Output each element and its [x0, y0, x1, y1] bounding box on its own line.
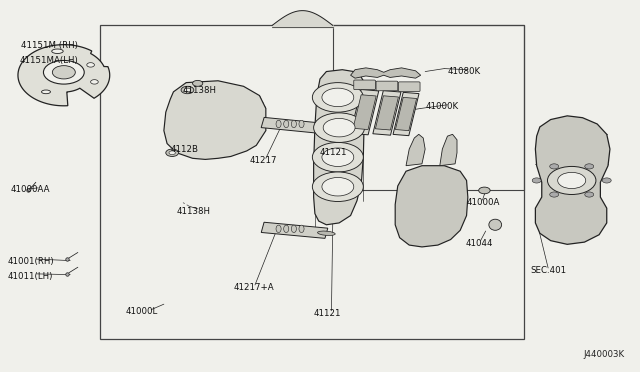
Circle shape	[52, 65, 76, 79]
Circle shape	[166, 149, 179, 157]
Text: 41217+A: 41217+A	[234, 283, 275, 292]
Circle shape	[169, 151, 175, 155]
Circle shape	[44, 61, 84, 84]
Text: 41044: 41044	[465, 239, 493, 248]
Circle shape	[532, 178, 541, 183]
Circle shape	[585, 192, 594, 197]
Text: 41000K: 41000K	[425, 102, 458, 111]
Text: 41151M (RH): 41151M (RH)	[20, 41, 77, 50]
Circle shape	[550, 164, 559, 169]
Circle shape	[322, 88, 354, 107]
FancyBboxPatch shape	[376, 81, 397, 91]
Polygon shape	[164, 81, 266, 160]
Polygon shape	[373, 91, 401, 135]
Polygon shape	[396, 97, 417, 131]
Polygon shape	[395, 166, 468, 247]
Text: 41001(RH): 41001(RH)	[8, 257, 54, 266]
Text: 41000L: 41000L	[125, 307, 158, 316]
Circle shape	[323, 118, 355, 137]
Polygon shape	[376, 96, 399, 130]
Circle shape	[181, 86, 194, 94]
Text: 41217: 41217	[250, 155, 277, 165]
Polygon shape	[393, 92, 419, 136]
Circle shape	[312, 142, 364, 172]
Ellipse shape	[276, 120, 281, 128]
Circle shape	[184, 88, 191, 92]
Ellipse shape	[291, 120, 296, 128]
Text: 41000A: 41000A	[467, 198, 500, 207]
Circle shape	[91, 80, 99, 84]
Polygon shape	[18, 45, 109, 106]
Polygon shape	[351, 90, 379, 135]
Text: 41080K: 41080K	[447, 67, 481, 76]
Circle shape	[550, 192, 559, 197]
Circle shape	[322, 177, 354, 196]
Circle shape	[193, 80, 203, 86]
Text: SEC.401: SEC.401	[531, 266, 566, 275]
Ellipse shape	[317, 231, 335, 235]
Text: 41121: 41121	[314, 309, 341, 318]
Polygon shape	[351, 68, 420, 78]
Text: J440003K: J440003K	[584, 350, 625, 359]
Ellipse shape	[276, 225, 281, 232]
Text: 41011(LH): 41011(LH)	[8, 272, 53, 281]
FancyBboxPatch shape	[398, 82, 420, 92]
Ellipse shape	[299, 120, 304, 128]
Circle shape	[322, 148, 354, 166]
Text: 4112B: 4112B	[170, 145, 198, 154]
Circle shape	[87, 62, 95, 67]
Circle shape	[602, 178, 611, 183]
Polygon shape	[261, 118, 328, 134]
Circle shape	[314, 113, 365, 142]
Circle shape	[547, 166, 596, 195]
Circle shape	[312, 83, 364, 112]
Bar	[100, 25, 524, 339]
Bar	[333, 25, 524, 190]
Text: 41138H: 41138H	[177, 207, 211, 217]
Polygon shape	[406, 134, 425, 166]
Ellipse shape	[284, 225, 289, 232]
Circle shape	[479, 187, 490, 194]
Text: 41000AA: 41000AA	[11, 185, 51, 194]
Text: 41138H: 41138H	[183, 86, 217, 94]
Ellipse shape	[52, 49, 63, 54]
Circle shape	[557, 172, 586, 189]
Ellipse shape	[284, 120, 289, 128]
Polygon shape	[314, 70, 365, 225]
Circle shape	[585, 164, 594, 169]
Ellipse shape	[299, 225, 304, 232]
FancyBboxPatch shape	[354, 80, 376, 90]
Polygon shape	[353, 95, 376, 129]
Ellipse shape	[317, 126, 335, 131]
Polygon shape	[536, 116, 610, 244]
Circle shape	[312, 172, 364, 202]
Polygon shape	[440, 134, 457, 166]
Ellipse shape	[291, 225, 296, 232]
Ellipse shape	[42, 90, 51, 94]
Ellipse shape	[489, 219, 502, 230]
Text: 41121: 41121	[320, 148, 348, 157]
Polygon shape	[261, 222, 328, 238]
Text: 41151MA(LH): 41151MA(LH)	[19, 56, 78, 65]
